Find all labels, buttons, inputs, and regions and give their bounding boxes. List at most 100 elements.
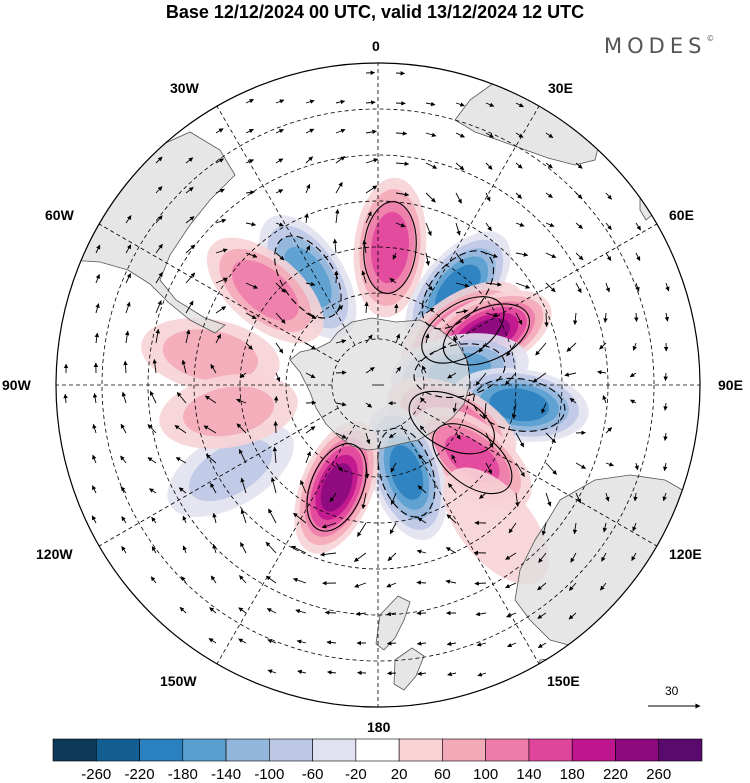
wind-arrow: [120, 455, 127, 464]
wind-arrow: [335, 339, 347, 344]
wind-arrow: [215, 277, 228, 284]
wind-arrow: [155, 328, 160, 344]
wind-arrow: [270, 477, 277, 494]
wind-arrow: [395, 333, 401, 344]
wind-arrow: [386, 582, 397, 588]
wind-arrow: [324, 610, 337, 615]
wind-arrow: [305, 451, 311, 464]
wind-arrow: [365, 185, 378, 194]
wind-arrow: [485, 462, 492, 475]
colorbar-swatch: [182, 738, 227, 762]
colorbar-swatch: [95, 738, 140, 762]
wind-arrow: [664, 312, 670, 322]
latitude-circle: [193, 200, 563, 570]
wind-arrow: [120, 486, 127, 494]
wind-arrow: [568, 582, 577, 591]
colorbar-swatch: [312, 738, 357, 762]
wind-arrow: [182, 515, 187, 524]
meridian-line: [400, 424, 540, 665]
wind-arrow: [635, 252, 641, 262]
wind-arrow: [185, 300, 194, 314]
wind-arrow: [395, 222, 406, 228]
wind-arrow: [155, 156, 163, 164]
wind-arrow: [538, 552, 547, 563]
wind-arrow: [395, 161, 410, 166]
wind-arrow: [185, 272, 196, 284]
wind-arrow: [361, 270, 367, 284]
reference-vector-label: 30: [665, 684, 679, 698]
wind-arrow: [537, 642, 547, 648]
wind-arrow: [365, 129, 377, 135]
wind-arrow: [475, 372, 487, 386]
wind-arrow: [291, 545, 307, 554]
wind-arrow: [395, 131, 408, 136]
wind-arrow: [485, 192, 491, 202]
wind-arrow: [215, 128, 224, 134]
wind-arrow: [485, 312, 499, 318]
colorbar-swatch: [615, 738, 660, 762]
wind-arrow: [245, 221, 257, 227]
wind-arrow: [535, 342, 547, 356]
colorbar-tick-label: 60: [434, 766, 451, 783]
wind-arrow: [455, 222, 461, 236]
wind-arrow: [505, 552, 517, 560]
wind-arrow: [354, 582, 367, 588]
wind-arrow: [511, 402, 517, 420]
wind-arrow: [600, 582, 607, 591]
wind-arrow: [185, 216, 195, 224]
wind-arrow: [364, 301, 369, 314]
wind-arrow: [205, 454, 217, 464]
wind-arrow: [125, 244, 132, 254]
graticule: [56, 63, 700, 707]
anomaly-contour: [306, 443, 367, 532]
wind-arrow: [245, 159, 255, 164]
wind-arrow: [572, 312, 578, 326]
wind-arrow: [395, 366, 402, 374]
wind-arrow: [545, 192, 553, 198]
map-border: [55, 62, 701, 708]
wind-arrow: [575, 252, 584, 261]
colorbar-tick-label: 140: [516, 766, 542, 783]
wind-arrow: [568, 612, 577, 620]
wind-arrow: [605, 252, 612, 261]
wind-arrow: [447, 372, 457, 379]
wind-arrow: [602, 394, 607, 404]
lon-label-30w: 30W: [170, 80, 199, 96]
wind-arrow: [239, 575, 247, 584]
wind-arrow: [515, 252, 529, 257]
wind-arrow: [570, 552, 577, 563]
anomaly-contour: [363, 201, 417, 294]
wind-arrow: [181, 359, 187, 374]
wind-arrow: [419, 425, 427, 434]
wind-arrow: [508, 522, 517, 534]
wind-arrow: [275, 372, 281, 382]
lon-label-120w: 120W: [36, 546, 73, 562]
colorbar-swatch: [52, 738, 97, 762]
wind-arrow: [663, 462, 668, 472]
wind-arrow: [63, 393, 68, 404]
wind-arrow: [515, 432, 525, 448]
wind-arrow: [515, 462, 525, 477]
wind-arrow: [121, 391, 127, 404]
wind-arrow: [395, 192, 410, 197]
colorbar-tick-label: 220: [602, 766, 628, 783]
wind-arrow: [515, 312, 523, 325]
colorbar-swatch: [225, 738, 270, 762]
wind-arrow: [392, 252, 397, 260]
wind-arrow: [417, 671, 427, 676]
wind-arrow: [507, 642, 517, 648]
wind-arrow: [210, 575, 217, 584]
wind-arrow: [515, 132, 524, 138]
wind-arrow: [545, 132, 554, 139]
wind-arrow: [240, 542, 247, 554]
wind-arrow: [575, 492, 582, 504]
wind-arrow: [663, 432, 668, 441]
wind-arrow: [515, 222, 525, 227]
wind-arrow: [305, 372, 316, 379]
wind-arrow: [334, 270, 339, 284]
wind-arrow: [425, 192, 436, 203]
colorbar-tick-label: 260: [646, 766, 672, 783]
wind-arrow: [152, 358, 158, 374]
colorbar-tick-label: 180: [559, 766, 585, 783]
wind-arrow: [327, 670, 337, 675]
